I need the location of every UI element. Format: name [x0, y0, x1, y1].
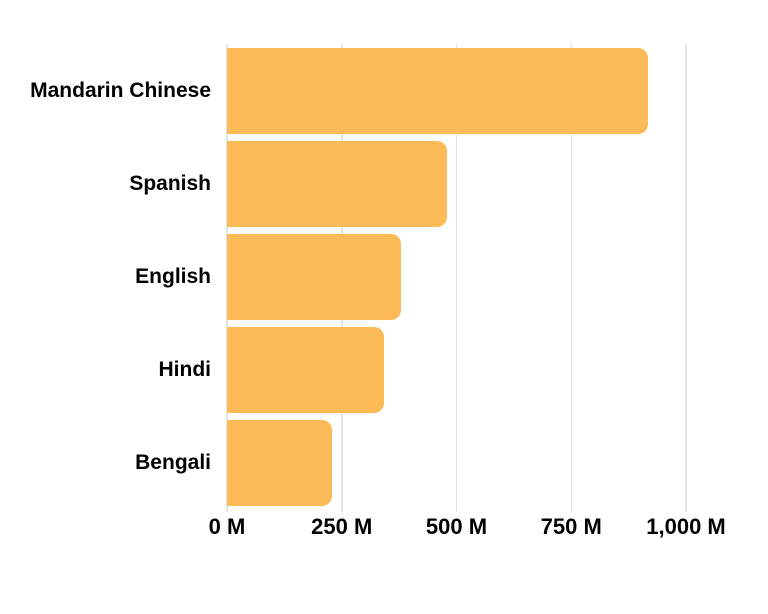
- x-tick-label: 750 M: [540, 514, 602, 539]
- category-label-hindi: Hindi: [158, 358, 212, 381]
- bar-english: [227, 233, 401, 320]
- gridline-750-m: [570, 44, 572, 512]
- gridline-500-m: [455, 44, 458, 512]
- bar-bengali: [227, 419, 332, 506]
- category-label-english: English: [135, 265, 211, 288]
- x-tick-label: 0 M: [208, 514, 246, 539]
- gridline-1-000-m: [685, 44, 687, 512]
- bar-spanish: [227, 140, 448, 227]
- x-tick-label: 500 M: [425, 514, 488, 539]
- category-label-mandarin-chinese: Mandarin Chinese: [30, 79, 211, 102]
- bar-hindi: [227, 326, 384, 413]
- x-tick-label: 250 M: [311, 514, 373, 539]
- x-tick-label: 1,000 M: [646, 514, 726, 539]
- category-label-bengali: Bengali: [135, 451, 211, 474]
- bar-mandarin-chinese: [227, 47, 649, 134]
- category-label-spanish: Spanish: [129, 172, 211, 195]
